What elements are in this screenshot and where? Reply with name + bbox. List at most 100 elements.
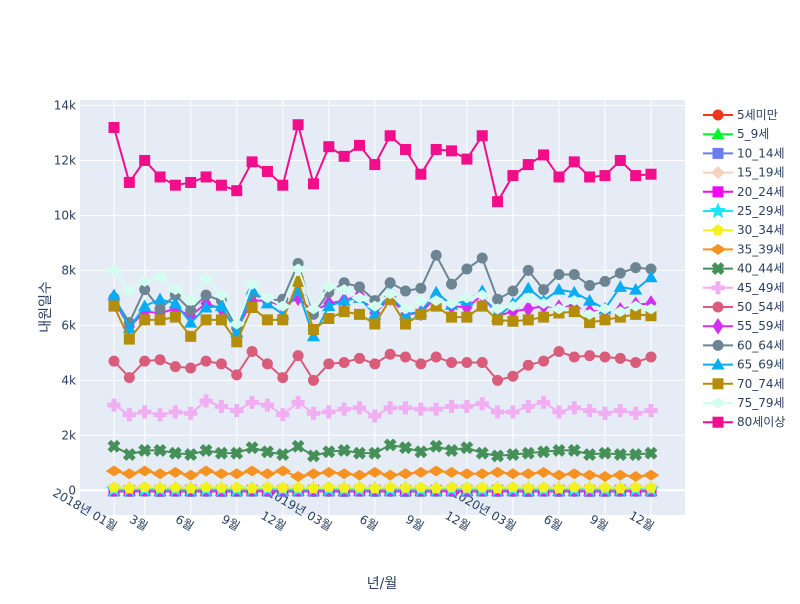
y-tick-label: 8k	[61, 263, 76, 277]
data-point	[277, 372, 288, 383]
data-point	[124, 177, 135, 188]
legend-item[interactable]: 40_44세	[703, 259, 785, 278]
data-point	[569, 269, 580, 280]
legend-item[interactable]: 15_19세	[703, 166, 785, 180]
data-point	[293, 350, 304, 361]
data-point	[523, 265, 534, 276]
legend-marker	[710, 202, 727, 218]
legend-item[interactable]: 65_69세	[703, 358, 785, 372]
data-point	[339, 151, 350, 162]
data-point	[569, 306, 580, 317]
data-point	[277, 314, 288, 325]
legend-item[interactable]: 55_59세	[703, 318, 785, 335]
data-point	[308, 375, 319, 386]
legend-marker	[713, 302, 724, 313]
data-point	[231, 369, 242, 380]
data-point	[400, 351, 411, 362]
data-point	[630, 262, 641, 273]
data-point	[262, 358, 273, 369]
data-point	[109, 301, 120, 312]
data-point	[599, 351, 610, 362]
data-point	[339, 306, 350, 317]
legend-marker	[713, 110, 724, 121]
y-tick-label: 2k	[61, 428, 76, 442]
data-point	[615, 155, 626, 166]
legend-item[interactable]: 10_14세	[703, 146, 785, 160]
data-point	[400, 318, 411, 329]
data-point	[507, 316, 518, 327]
data-point	[185, 362, 196, 373]
data-point	[431, 144, 442, 155]
data-point	[415, 309, 426, 320]
legend-marker	[710, 398, 727, 409]
legend-marker	[713, 417, 724, 428]
legend-marker	[711, 166, 724, 179]
legend-label: 25_29세	[737, 204, 785, 218]
legend-item[interactable]: 5세미만	[703, 108, 778, 122]
data-point	[354, 281, 365, 292]
data-point	[155, 171, 166, 182]
data-point	[201, 356, 212, 367]
legend-item[interactable]: 50_54세	[703, 300, 785, 314]
legend-label: 35_39세	[737, 242, 785, 256]
data-point	[201, 314, 212, 325]
legend-label: 30_34세	[737, 223, 785, 237]
legend-marker	[713, 148, 724, 159]
data-point	[400, 144, 411, 155]
legend-marker	[713, 340, 724, 351]
legend-marker	[710, 244, 727, 255]
data-point	[354, 353, 365, 364]
legend-label: 40_44세	[737, 262, 785, 276]
legend-label: 55_59세	[737, 319, 785, 333]
data-point	[385, 349, 396, 360]
legend-item[interactable]: 25_29세	[703, 202, 785, 218]
data-point	[323, 358, 334, 369]
data-point	[247, 302, 258, 313]
data-point	[323, 313, 334, 324]
data-point	[170, 312, 181, 323]
data-point	[477, 130, 488, 141]
legend-item[interactable]: 60_64세	[703, 338, 785, 352]
data-point	[507, 170, 518, 181]
data-point	[185, 305, 196, 316]
legend-item[interactable]: 20_24세	[703, 185, 785, 199]
data-point	[277, 180, 288, 191]
data-point	[507, 286, 518, 297]
data-point	[538, 149, 549, 160]
data-point	[615, 268, 626, 279]
legend-item[interactable]: 80세이상	[703, 415, 785, 429]
data-point	[385, 130, 396, 141]
legend[interactable]: 5세미만 5_9세 10_14세 15_19세 20_24세 25_29세 30_34세 35…	[703, 108, 785, 429]
data-point	[231, 185, 242, 196]
data-point	[615, 353, 626, 364]
data-point	[354, 140, 365, 151]
legend-label: 45_49세	[737, 281, 785, 295]
data-point	[477, 253, 488, 264]
data-point	[201, 171, 212, 182]
legend-item[interactable]: 45_49세	[703, 281, 785, 295]
legend-item[interactable]: 75_79세	[703, 396, 785, 410]
data-point	[646, 351, 657, 362]
data-point	[308, 324, 319, 335]
data-point	[461, 154, 472, 165]
legend-marker	[713, 318, 724, 335]
data-point	[109, 122, 120, 133]
data-point	[109, 356, 120, 367]
legend-item[interactable]: 70_74세	[703, 377, 785, 391]
data-point	[185, 331, 196, 342]
legend-marker	[713, 378, 724, 389]
legend-item[interactable]: 30_34세	[703, 223, 785, 237]
data-point	[477, 357, 488, 368]
data-point	[201, 290, 212, 301]
data-point	[630, 170, 641, 181]
legend-item[interactable]: 5_9세	[703, 127, 769, 141]
data-point	[354, 309, 365, 320]
data-point	[599, 170, 610, 181]
y-tick-label: 14k	[54, 98, 76, 112]
legend-item[interactable]: 35_39세	[703, 242, 785, 256]
data-point	[139, 356, 150, 367]
data-point	[139, 314, 150, 325]
legend-marker	[711, 281, 724, 294]
data-point	[461, 312, 472, 323]
